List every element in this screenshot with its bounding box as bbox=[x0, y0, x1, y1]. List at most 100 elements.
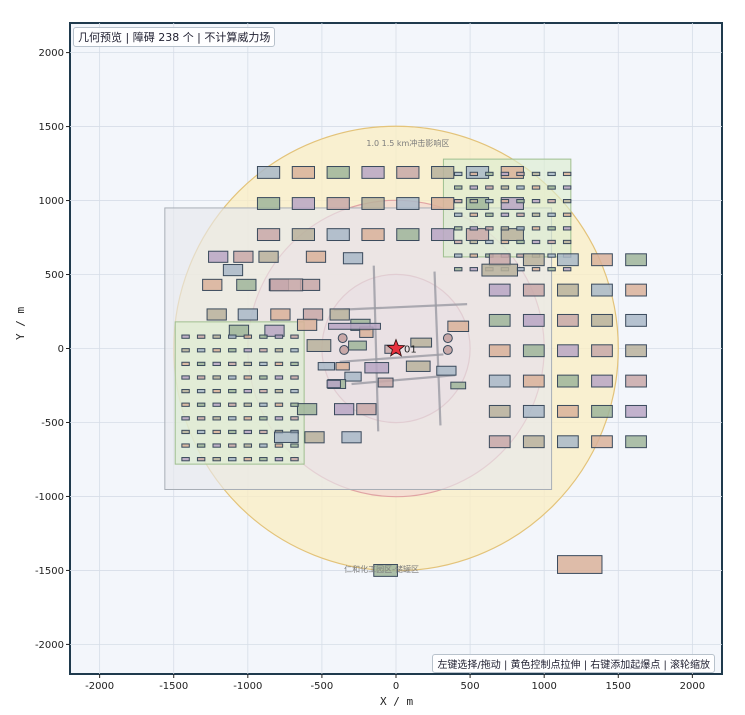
obstacle[interactable] bbox=[328, 322, 381, 330]
obstacle[interactable] bbox=[212, 388, 221, 394]
obstacle[interactable] bbox=[356, 403, 377, 416]
obstacle[interactable] bbox=[547, 212, 556, 217]
obstacle[interactable] bbox=[259, 334, 268, 339]
obstacle[interactable] bbox=[290, 361, 299, 367]
obstacle[interactable] bbox=[274, 361, 284, 367]
obstacle[interactable] bbox=[591, 344, 613, 358]
obstacle[interactable] bbox=[531, 212, 541, 217]
obstacle[interactable] bbox=[196, 402, 206, 407]
obstacle[interactable] bbox=[454, 226, 463, 231]
obstacle[interactable] bbox=[516, 199, 525, 204]
obstacle[interactable] bbox=[341, 431, 362, 444]
obstacle[interactable] bbox=[212, 416, 221, 421]
obstacle[interactable] bbox=[291, 166, 316, 179]
obstacle[interactable] bbox=[243, 388, 253, 394]
obstacle[interactable] bbox=[591, 313, 613, 327]
obstacle[interactable] bbox=[243, 361, 253, 367]
obstacle[interactable] bbox=[259, 457, 268, 462]
obstacle[interactable] bbox=[256, 166, 281, 179]
obstacle[interactable] bbox=[454, 267, 463, 272]
obstacle[interactable] bbox=[290, 348, 299, 353]
obstacle[interactable] bbox=[334, 403, 355, 416]
obstacle[interactable] bbox=[243, 402, 253, 407]
obstacle[interactable] bbox=[500, 228, 524, 242]
obstacle[interactable] bbox=[243, 457, 253, 462]
obstacle[interactable] bbox=[305, 250, 327, 263]
obstacle[interactable] bbox=[236, 278, 257, 291]
obstacle[interactable] bbox=[259, 429, 268, 435]
obstacle[interactable] bbox=[291, 197, 316, 210]
obstacle[interactable] bbox=[469, 226, 479, 231]
obstacle[interactable] bbox=[326, 228, 350, 242]
obstacle[interactable] bbox=[405, 360, 431, 372]
obstacle[interactable] bbox=[562, 226, 572, 231]
obstacle[interactable] bbox=[547, 267, 556, 272]
obstacle[interactable] bbox=[488, 344, 511, 358]
obstacle[interactable] bbox=[335, 362, 350, 371]
obstacle[interactable] bbox=[329, 308, 350, 321]
obstacle[interactable] bbox=[274, 348, 284, 353]
obstacle[interactable] bbox=[181, 429, 190, 435]
obstacle[interactable] bbox=[269, 278, 304, 292]
obstacle[interactable] bbox=[259, 348, 268, 353]
obstacle[interactable] bbox=[326, 197, 350, 210]
obstacle[interactable] bbox=[212, 429, 221, 435]
obstacle[interactable] bbox=[206, 308, 227, 321]
obstacle[interactable] bbox=[243, 334, 253, 339]
obstacle[interactable] bbox=[625, 435, 647, 449]
obstacle[interactable] bbox=[500, 199, 510, 204]
obstacle[interactable] bbox=[469, 185, 479, 190]
obstacle[interactable] bbox=[562, 185, 572, 190]
obstacle[interactable] bbox=[625, 313, 647, 327]
obstacle[interactable] bbox=[237, 308, 258, 321]
obstacle[interactable] bbox=[228, 324, 250, 337]
obstacle[interactable] bbox=[485, 212, 494, 217]
obstacle[interactable] bbox=[557, 253, 579, 267]
obstacle[interactable] bbox=[243, 416, 253, 421]
obstacle[interactable] bbox=[196, 443, 206, 448]
obstacle[interactable] bbox=[522, 283, 545, 297]
obstacle[interactable] bbox=[259, 375, 268, 380]
obstacle[interactable] bbox=[488, 283, 511, 297]
obstacle[interactable] bbox=[591, 374, 613, 388]
obstacle[interactable] bbox=[274, 388, 284, 394]
obstacle[interactable] bbox=[196, 457, 206, 462]
obstacle[interactable] bbox=[181, 443, 190, 448]
obstacle[interactable] bbox=[181, 334, 190, 339]
obstacle[interactable] bbox=[304, 431, 325, 444]
obstacle[interactable] bbox=[344, 371, 362, 382]
obstacle[interactable] bbox=[625, 374, 647, 388]
obstacle[interactable] bbox=[500, 197, 524, 210]
obstacle[interactable] bbox=[361, 228, 385, 242]
obstacle[interactable] bbox=[196, 416, 206, 421]
obstacle[interactable] bbox=[522, 435, 545, 449]
obstacle[interactable] bbox=[181, 457, 190, 462]
obstacle[interactable] bbox=[361, 166, 385, 179]
tank-obstacle[interactable] bbox=[442, 333, 453, 344]
obstacle[interactable] bbox=[562, 239, 572, 245]
obstacle[interactable] bbox=[485, 185, 494, 190]
obstacle[interactable] bbox=[522, 404, 545, 418]
obstacle[interactable] bbox=[296, 318, 318, 331]
obstacle[interactable] bbox=[454, 185, 463, 190]
obstacle[interactable] bbox=[469, 267, 479, 272]
obstacle[interactable] bbox=[516, 226, 525, 231]
obstacle[interactable] bbox=[317, 362, 336, 371]
obstacle[interactable] bbox=[531, 226, 541, 231]
obstacle[interactable] bbox=[500, 212, 510, 217]
obstacle[interactable] bbox=[196, 361, 206, 367]
obstacle[interactable] bbox=[259, 361, 268, 367]
obstacle[interactable] bbox=[290, 402, 299, 407]
obstacle[interactable] bbox=[273, 431, 299, 443]
obstacle[interactable] bbox=[625, 253, 647, 267]
obstacle[interactable] bbox=[348, 340, 367, 351]
obstacle[interactable] bbox=[516, 171, 525, 177]
obstacle[interactable] bbox=[625, 344, 647, 358]
obstacle[interactable] bbox=[557, 404, 579, 418]
obstacle[interactable] bbox=[481, 263, 519, 277]
obstacle[interactable] bbox=[270, 308, 291, 321]
obstacle[interactable] bbox=[361, 197, 385, 210]
obstacle[interactable] bbox=[243, 429, 253, 435]
obstacle[interactable] bbox=[454, 212, 463, 217]
obstacle[interactable] bbox=[181, 388, 190, 394]
